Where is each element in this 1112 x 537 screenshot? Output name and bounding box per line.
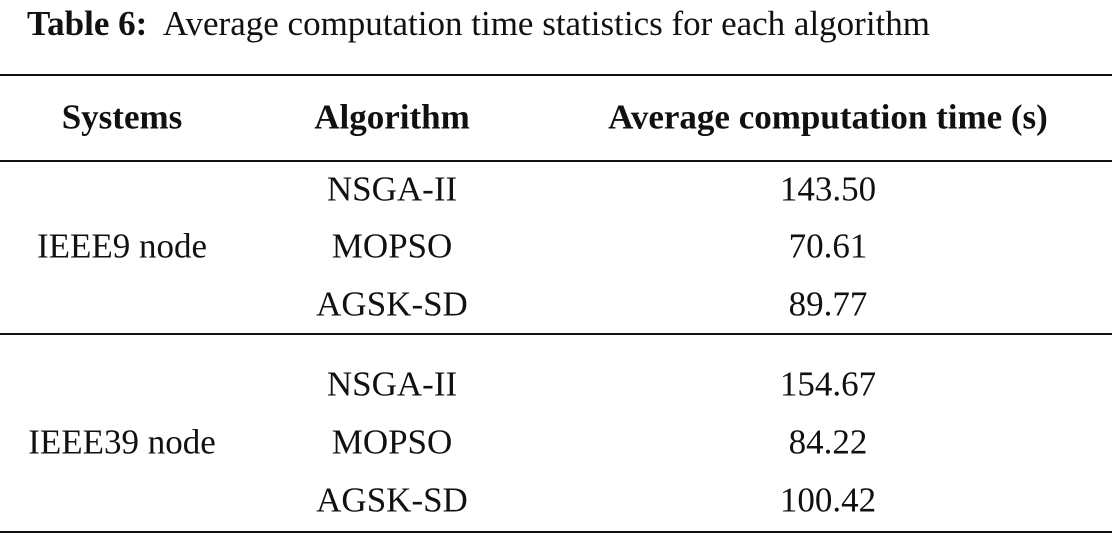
bottom-rule [0, 531, 1112, 533]
algorithm-cell: NSGA-II [326, 169, 458, 209]
algorithm-cell: MOPSO [331, 422, 453, 462]
algorithm-cell: AGSK-SD [316, 480, 468, 520]
time-cell: 84.22 [788, 422, 868, 462]
table-caption: Table 6: Average computation time statis… [27, 4, 930, 44]
time-cell: 100.42 [779, 480, 877, 520]
time-cell: 70.61 [788, 226, 868, 266]
header-cell: Average computation time (s) [608, 97, 1048, 137]
group-rule [0, 333, 1112, 335]
algorithm-cell: MOPSO [331, 226, 453, 266]
time-cell: 154.67 [779, 364, 877, 404]
system-cell: IEEE39 node [28, 422, 216, 462]
time-cell: 143.50 [779, 169, 877, 209]
top-rule [0, 74, 1112, 76]
time-cell: 89.77 [788, 284, 868, 324]
caption-text: Average computation time statistics for … [162, 4, 931, 43]
header-cell: Systems [61, 97, 183, 137]
header-cell: Algorithm [314, 97, 470, 137]
algorithm-cell: AGSK-SD [316, 284, 468, 324]
header-rule [0, 160, 1112, 162]
system-cell: IEEE9 node [36, 226, 208, 266]
caption-label: Table 6: [27, 4, 148, 43]
algorithm-cell: NSGA-II [326, 364, 458, 404]
